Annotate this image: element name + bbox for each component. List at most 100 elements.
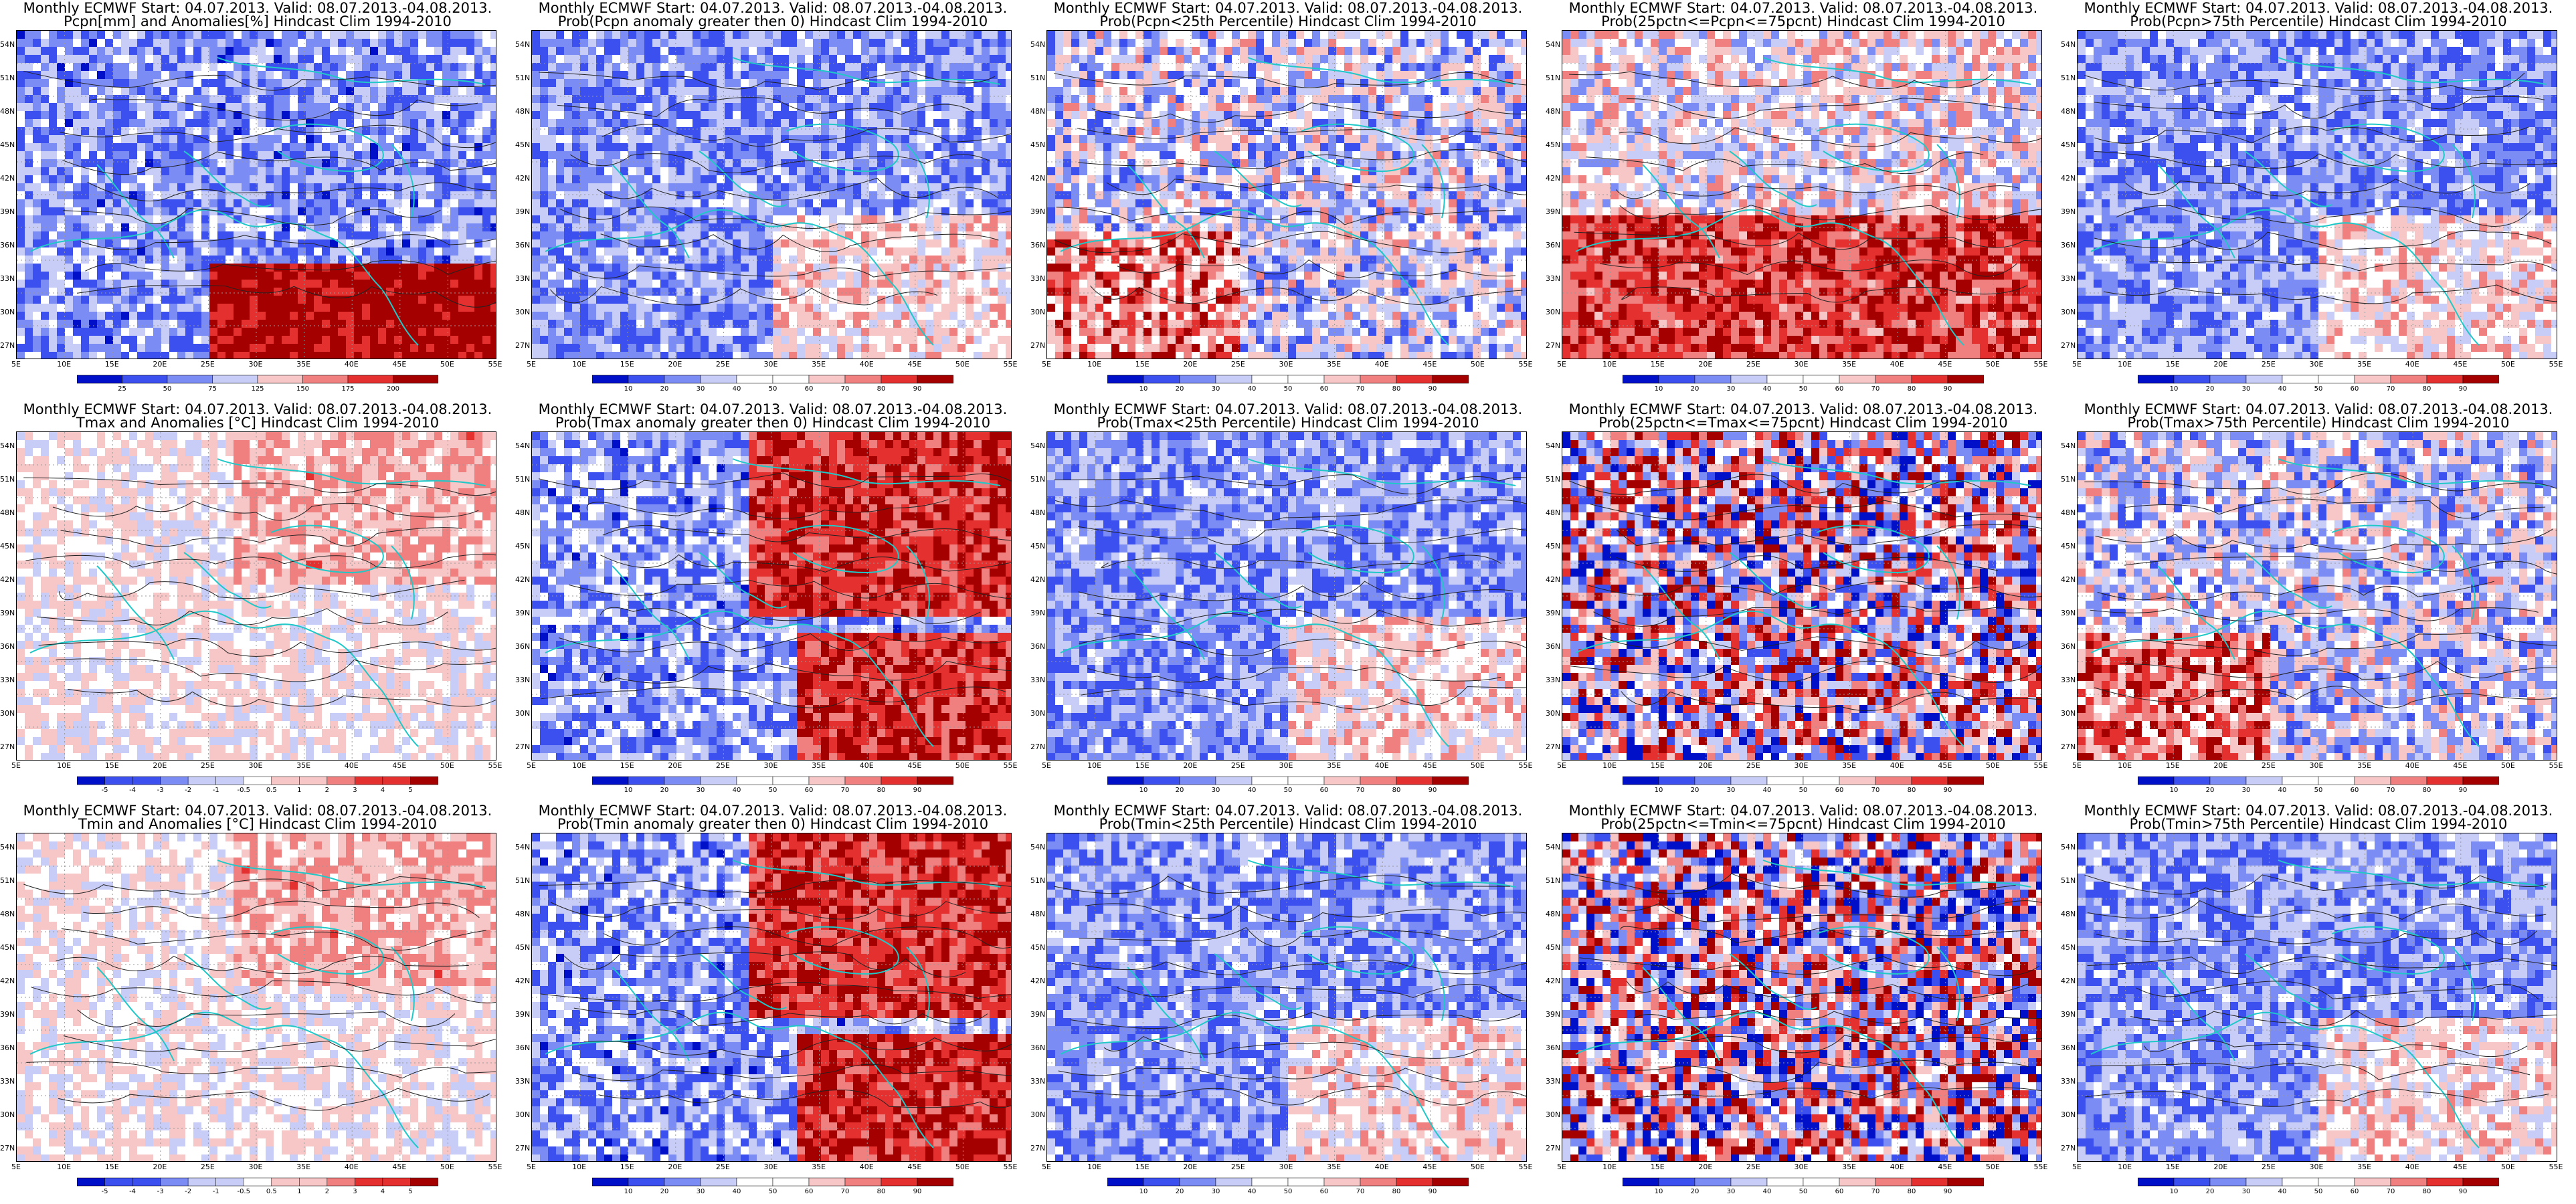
color-bar-tick-label: 90 <box>1944 1188 1952 1195</box>
latitude-label: 33N <box>0 274 15 283</box>
color-bar-tick-label: 50 <box>1799 1188 1808 1195</box>
shaded-field <box>1562 31 2041 359</box>
longitude-label: 50E <box>2501 360 2515 369</box>
color-bar-tick-label: -4 <box>129 1188 136 1195</box>
forecast-map <box>1046 30 1527 359</box>
color-bar-tick-label: 125 <box>251 385 264 393</box>
latitude-label: 45N <box>1030 943 1045 952</box>
color-bar-segment <box>2209 776 2247 785</box>
color-bar-segment <box>132 776 161 785</box>
color-bar-segment <box>2462 1177 2499 1187</box>
longitude-label: 15E <box>105 761 119 770</box>
latitude-label: 36N <box>1030 642 1045 651</box>
color-bar-tick-label: 20 <box>1691 787 1699 794</box>
color-bar-tick-label: 90 <box>1944 385 1952 393</box>
color-bar-segment <box>736 776 773 785</box>
latitude-label: 54N <box>1030 40 1045 49</box>
longitude-label: 30E <box>1279 360 1293 369</box>
color-bar-segment <box>1215 1177 1253 1187</box>
color-bar-tick-label: 30 <box>2242 385 2251 393</box>
latitude-label: 45N <box>515 943 530 952</box>
color-bar-tick-label: 70 <box>1871 787 1880 794</box>
color-bar-segment <box>347 375 393 384</box>
color-bar-tick-label: 2 <box>325 1188 329 1195</box>
color-bar-segment <box>844 1177 882 1187</box>
latitude-label: 39N <box>0 207 15 216</box>
color-bar-segment <box>1432 776 1469 785</box>
color-bar-tick-label: 20 <box>660 787 669 794</box>
longitude-label: 30E <box>764 1163 778 1171</box>
latitude-label: 48N <box>2061 107 2076 116</box>
longitude-label: 40E <box>345 1163 359 1171</box>
latitude-label: 39N <box>0 609 15 617</box>
color-bar-tick-label: -0.5 <box>237 787 250 794</box>
color-bar-tick-label: 50 <box>769 385 777 393</box>
longitude-label: 20E <box>1183 761 1197 770</box>
color-bar-segment <box>628 375 665 384</box>
shaded-field <box>1047 31 1526 359</box>
longitude-label: 5E <box>1042 360 1051 369</box>
forecast-map <box>531 833 1012 1162</box>
longitude-label: 30E <box>2310 360 2324 369</box>
longitude-label: 55E <box>1519 360 1533 369</box>
forecast-map <box>1046 431 1527 761</box>
color-bar-segment <box>808 776 846 785</box>
longitude-label: 35E <box>2357 360 2371 369</box>
panel-title-line1: Monthly ECMWF Start: 04.07.2013. Valid: … <box>515 403 1030 417</box>
longitude-label: 5E <box>1042 761 1051 770</box>
longitude-label: 50E <box>1471 1163 1485 1171</box>
longitude-label: 10E <box>1087 360 1101 369</box>
color-bar <box>77 776 438 785</box>
panel-title-line2: Prob(Tmin>75th Percentile) Hindcast Clim… <box>2061 817 2576 831</box>
latitude-label: 36N <box>515 642 530 651</box>
color-bar-segment <box>1179 1177 1216 1187</box>
color-bar-segment <box>1658 375 1695 384</box>
longitude-label: 25E <box>716 1163 730 1171</box>
color-bar-tick-label: 70 <box>841 1188 850 1195</box>
color-bar-segment <box>1730 1177 1768 1187</box>
longitude-label: 25E <box>1231 1163 1245 1171</box>
latitude-label: 54N <box>515 441 530 450</box>
latitude-label: 27N <box>515 341 530 350</box>
latitude-label: 45N <box>0 140 15 149</box>
longitude-label: 40E <box>2405 360 2419 369</box>
color-bar-tick-label: 70 <box>1356 1188 1365 1195</box>
color-bar-tick-label: -3 <box>157 1188 164 1195</box>
latitude-label: 54N <box>1546 843 1560 851</box>
latitude-label: 54N <box>2061 843 2076 851</box>
latitude-label: 45N <box>1546 943 1560 952</box>
color-bar-segment <box>122 375 168 384</box>
color-bar-tick-label: 80 <box>877 1188 886 1195</box>
longitude-label: 25E <box>201 360 215 369</box>
forecast-panel: Monthly ECMWF Start: 04.07.2013. Valid: … <box>1546 803 2061 1204</box>
color-bar-tick-label: 50 <box>2314 787 2323 794</box>
latitude-label: 48N <box>1030 107 1045 116</box>
panel-title-line1: Monthly ECMWF Start: 04.07.2013. Valid: … <box>515 1 1030 15</box>
longitude-label: 35E <box>1327 360 1341 369</box>
color-bar-segment <box>77 1177 105 1187</box>
color-bar-tick-label: 10 <box>2170 787 2179 794</box>
panel-title-line2: Tmax and Anomalies [°C] Hindcast Clim 19… <box>0 416 515 430</box>
longitude-label: 30E <box>1279 1163 1293 1171</box>
latitude-label: 51N <box>1030 475 1045 484</box>
latitude-label: 27N <box>2061 341 2076 350</box>
color-bar-segment <box>410 776 438 785</box>
latitude-label: 45N <box>0 542 15 550</box>
latitude-label: 54N <box>0 441 15 450</box>
latitude-label: 33N <box>515 1077 530 1086</box>
longitude-label: 20E <box>2213 761 2227 770</box>
longitude-label: 55E <box>1519 761 1533 770</box>
longitude-label: 35E <box>1842 1163 1856 1171</box>
color-bar-tick-label: -4 <box>129 787 136 794</box>
forecast-panel: Monthly ECMWF Start: 04.07.2013. Valid: … <box>515 803 1030 1204</box>
longitude-label: 5E <box>11 1163 21 1171</box>
longitude-label: 50E <box>440 1163 454 1171</box>
latitude-label: 39N <box>515 207 530 216</box>
longitude-label: 35E <box>2357 1163 2371 1171</box>
color-bar-tick-label: 20 <box>1691 385 1699 393</box>
panel-title-line2: Prob(Tmin<25th Percentile) Hindcast Clim… <box>1030 817 1546 831</box>
color-bar-tick-label: 90 <box>1429 385 1437 393</box>
forecast-panel: Monthly ECMWF Start: 04.07.2013. Valid: … <box>515 0 1030 401</box>
color-bar-tick-label: 20 <box>2206 385 2215 393</box>
color-bar-segment <box>628 1177 665 1187</box>
